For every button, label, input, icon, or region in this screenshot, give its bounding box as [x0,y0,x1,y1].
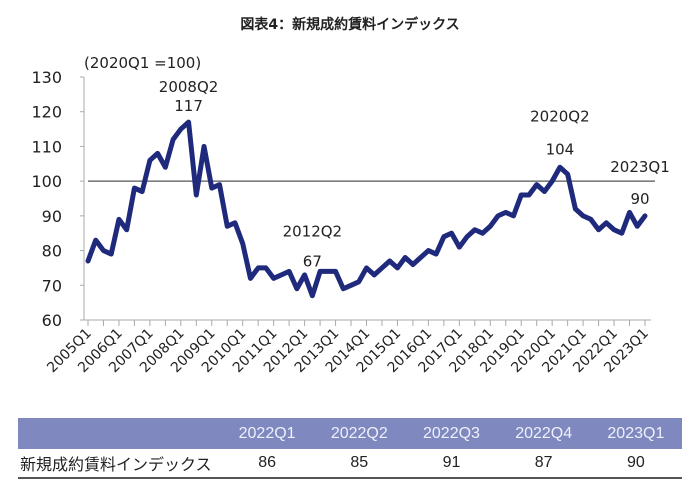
y-tick-label: 90 [42,207,62,226]
chart-title: 図表4：新規成約賃料インデックス [240,17,460,33]
table-row-label: 新規成約賃料インデックス [18,449,221,479]
table-cell: 86 [221,449,314,479]
y-tick-label: 60 [42,311,62,330]
y-tick-label: 70 [42,276,62,295]
table-header-row: 2022Q1 2022Q2 2022Q3 2022Q4 2023Q1 [18,418,682,449]
annotation-value: 67 [303,253,322,271]
table-row: 新規成約賃料インデックス 86 85 91 87 90 [18,449,682,479]
y-tick-label: 130 [31,68,62,87]
y-tick-label: 120 [31,103,62,122]
line-chart: (2020Q1 =100) 607080901001101201302005Q1… [31,54,670,376]
annotation-value: 117 [174,97,203,115]
y-tick-label: 100 [31,172,62,191]
table-cell: 91 [405,449,498,479]
annotation-value: 90 [630,190,649,208]
y-tick-label: 110 [31,137,62,156]
table-cell: 87 [497,449,590,479]
table-header-cell [18,418,221,449]
annotation-period: 2012Q2 [283,223,343,241]
data-table: 2022Q1 2022Q2 2022Q3 2022Q4 2023Q1 新規成約賃… [18,418,682,479]
table-cell: 85 [313,449,406,479]
table-cell: 90 [589,449,682,479]
annotation-period: 2023Q1 [610,158,670,176]
table-header-cell: 2022Q2 [313,418,406,449]
unit-note: (2020Q1 =100) [84,54,201,72]
annotation-value: 104 [546,140,575,158]
table-header-cell: 2023Q1 [589,418,682,449]
annotation-period: 2020Q2 [530,107,590,125]
table-header-cell: 2022Q3 [405,418,498,449]
table-header-cell: 2022Q1 [221,418,314,449]
y-tick-label: 80 [42,242,62,261]
table-header-cell: 2022Q4 [497,418,590,449]
annotation-period: 2008Q2 [159,78,219,96]
